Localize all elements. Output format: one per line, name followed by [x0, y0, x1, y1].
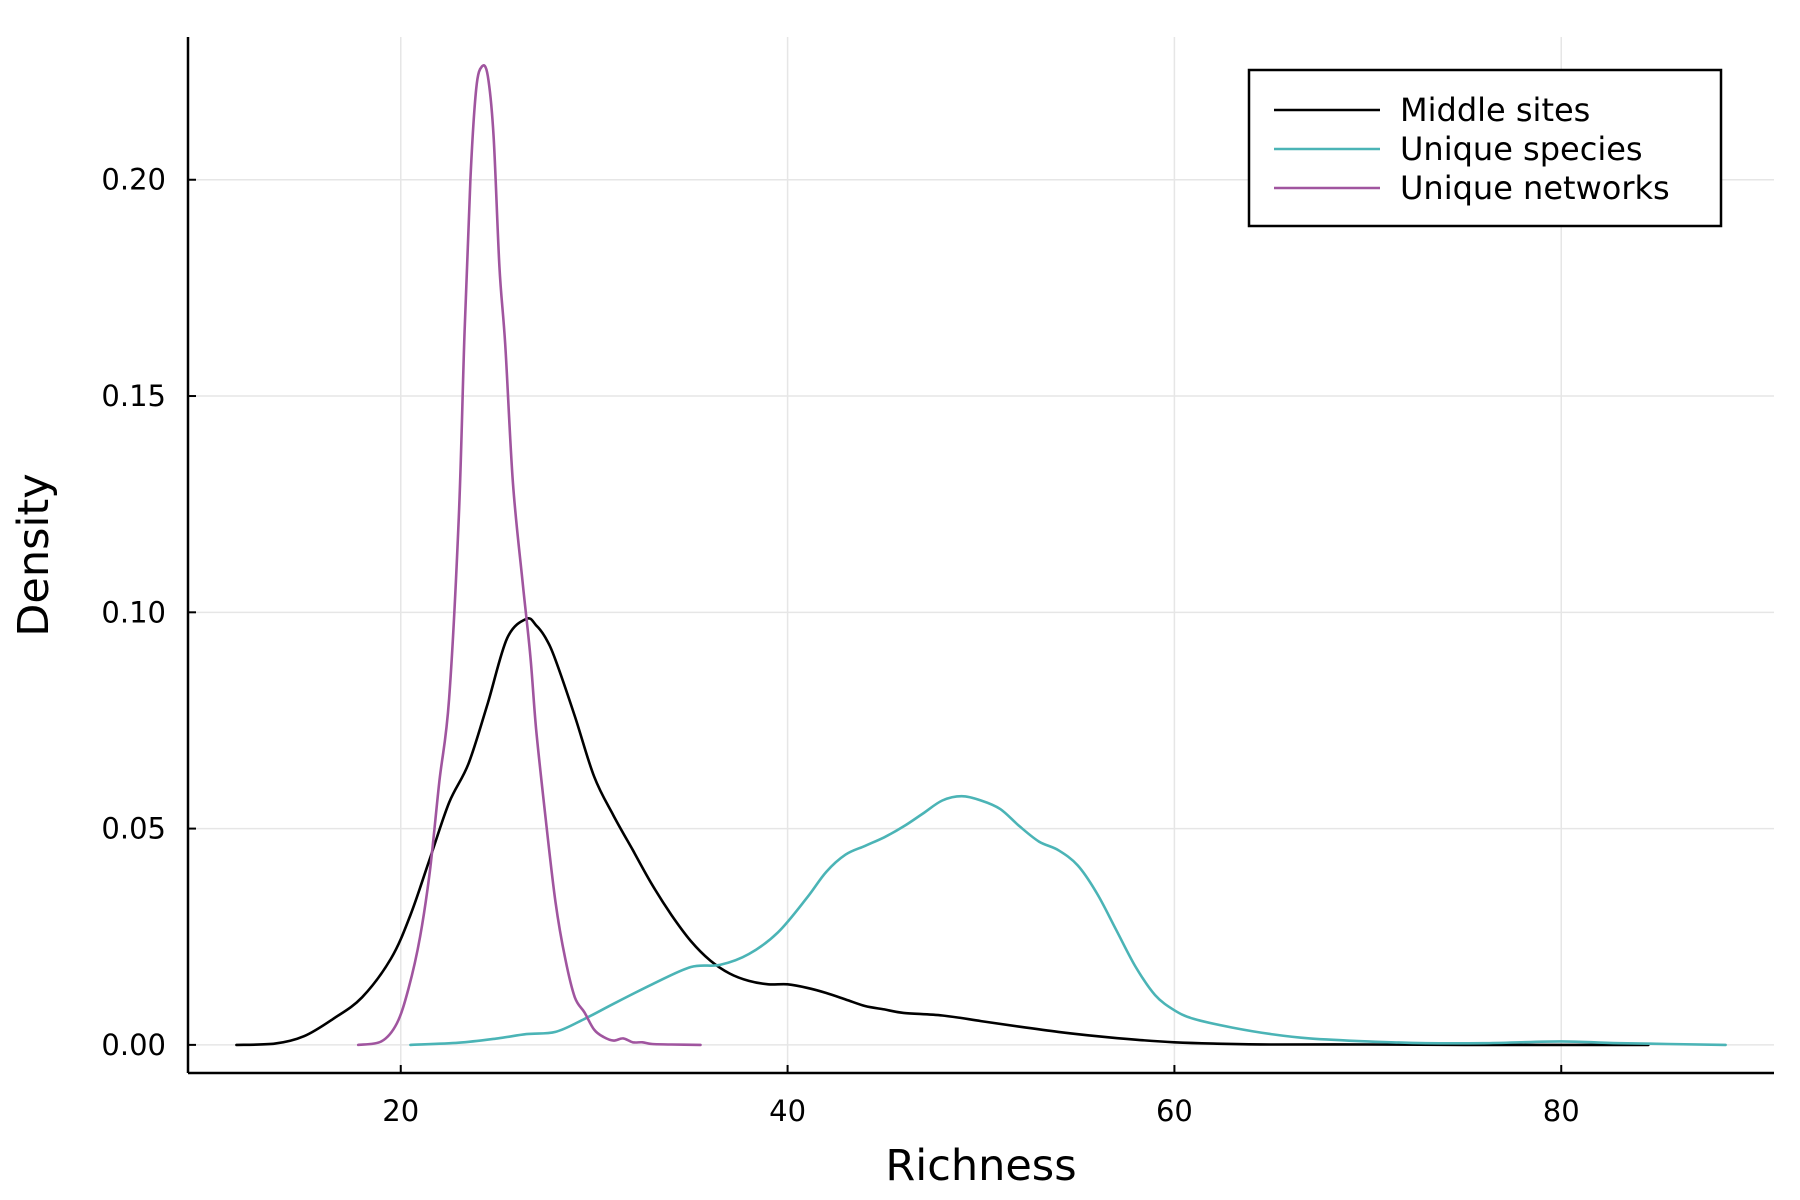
- series: [235, 64, 1727, 1047]
- y-tick-label: 0.05: [101, 812, 166, 846]
- legend-label-middle-sites: Middle sites: [1400, 91, 1590, 129]
- ticks: 20 40 60 80 0.00 0.05 0.10 0.15 0.20: [101, 163, 1579, 1128]
- y-tick-label: 0.15: [101, 379, 166, 413]
- x-axis-title: Richness: [885, 1141, 1076, 1191]
- x-tick-label: 40: [769, 1094, 806, 1128]
- series-line-unique-species: [409, 794, 1727, 1047]
- series-line-unique-networks: [356, 64, 702, 1047]
- y-axis-title: Density: [9, 473, 59, 636]
- axes: [186, 37, 1774, 1075]
- x-tick-label: 60: [1156, 1094, 1193, 1128]
- y-tick-label: 0.10: [101, 595, 166, 629]
- y-tick-label: 0.00: [101, 1028, 166, 1062]
- legend-label-unique-networks: Unique networks: [1400, 169, 1670, 207]
- legend-label-unique-species: Unique species: [1400, 130, 1643, 168]
- x-tick-label: 80: [1543, 1094, 1580, 1128]
- y-tick-label: 0.20: [101, 163, 166, 197]
- x-tick-label: 20: [382, 1094, 419, 1128]
